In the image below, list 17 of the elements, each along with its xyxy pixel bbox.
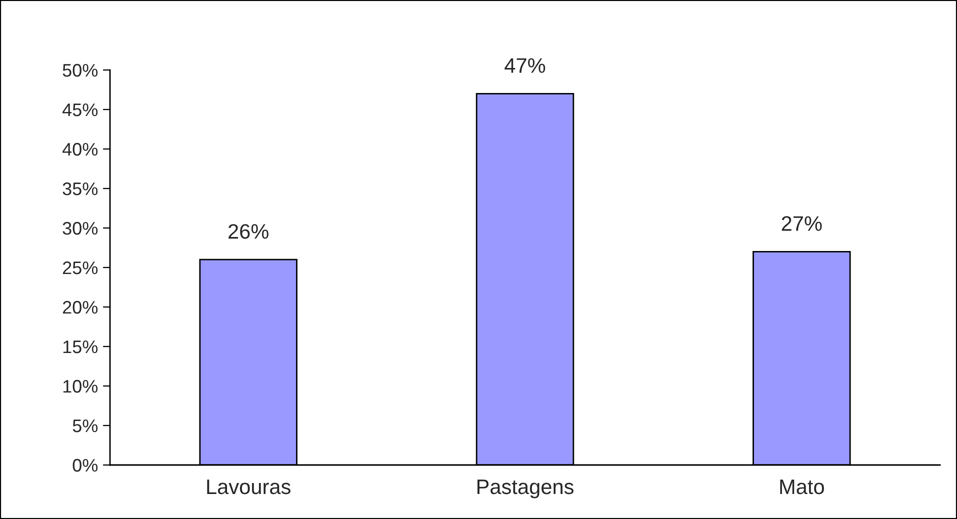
y-tick-label: 45% xyxy=(62,104,98,116)
x-tick-label: Pastagens xyxy=(477,480,574,498)
x-tick-label: Mato xyxy=(780,480,824,494)
x-tick-label: Lavouras xyxy=(207,480,290,494)
y-tick-label: 10% xyxy=(63,380,98,393)
data-label: 27% xyxy=(782,216,822,231)
y-tick-label: 20% xyxy=(62,300,98,314)
y-tick-label: 5% xyxy=(72,420,98,432)
y-tick-label: 30% xyxy=(62,222,98,235)
y-tick-label: 50% xyxy=(62,64,98,77)
data-label: 26% xyxy=(228,224,268,239)
y-tick-label: 25% xyxy=(62,261,98,274)
y-tick-label: 15% xyxy=(63,340,98,354)
y-tick-label: 40% xyxy=(62,142,98,156)
data-label: 47% xyxy=(504,58,546,73)
y-tick-label: 0% xyxy=(72,458,98,472)
y-tick-label: 35% xyxy=(62,182,98,196)
